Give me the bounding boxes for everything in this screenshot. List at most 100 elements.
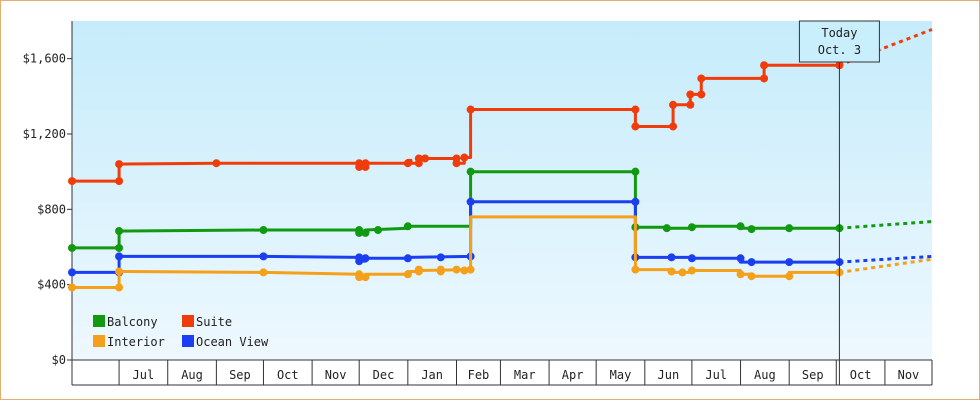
today-box	[798, 20, 880, 63]
data-point[interactable]	[631, 197, 640, 206]
data-point[interactable]	[466, 265, 475, 274]
x-tick-label: Jul	[705, 368, 727, 382]
data-point[interactable]	[259, 268, 268, 277]
data-point[interactable]	[466, 167, 475, 176]
data-point[interactable]	[68, 177, 76, 186]
data-point[interactable]	[414, 265, 423, 274]
x-tick-label: Jan	[421, 368, 443, 382]
x-tick-label: Feb	[468, 368, 490, 382]
y-tick-label: $0	[52, 353, 66, 367]
data-point[interactable]	[115, 177, 124, 186]
data-point[interactable]	[747, 225, 756, 234]
data-point[interactable]	[361, 254, 370, 263]
data-point[interactable]	[355, 162, 364, 171]
series-interior	[68, 215, 933, 292]
data-point[interactable]	[115, 243, 124, 252]
data-point[interactable]	[403, 159, 412, 168]
data-point[interactable]	[414, 154, 423, 163]
x-tick-label: Dec	[373, 368, 395, 382]
data-point[interactable]	[452, 159, 461, 168]
data-point[interactable]	[687, 254, 696, 263]
data-point[interactable]	[678, 268, 687, 277]
data-point[interactable]	[667, 253, 676, 262]
data-point[interactable]	[669, 100, 678, 109]
data-point[interactable]	[403, 254, 412, 263]
data-point[interactable]	[747, 258, 756, 267]
data-point[interactable]	[259, 252, 268, 261]
x-tick-label: Mar	[514, 368, 536, 382]
data-point[interactable]	[686, 100, 695, 109]
data-point[interactable]	[760, 74, 769, 83]
data-point[interactable]	[355, 228, 364, 237]
legend-item: Ocean View	[182, 335, 269, 349]
data-point[interactable]	[68, 268, 76, 277]
series-ocean-view	[68, 197, 933, 277]
data-point[interactable]	[466, 197, 475, 206]
data-point[interactable]	[374, 226, 383, 235]
data-point[interactable]	[631, 105, 640, 114]
y-tick-label: $1,600	[23, 52, 66, 66]
data-point[interactable]	[355, 257, 364, 266]
data-point[interactable]	[115, 226, 124, 235]
data-point[interactable]	[687, 223, 696, 232]
data-point[interactable]	[436, 265, 445, 274]
data-point[interactable]	[697, 90, 706, 99]
data-point[interactable]	[361, 273, 370, 282]
legend-item: Balcony	[93, 315, 158, 329]
data-point[interactable]	[361, 159, 370, 168]
y-tick-label: $800	[37, 202, 66, 216]
data-point[interactable]	[631, 167, 640, 176]
x-tick-label: Aug	[181, 368, 203, 382]
data-point[interactable]	[669, 122, 678, 131]
x-tick-label: Oct	[850, 368, 872, 382]
legend-swatch	[182, 335, 194, 347]
x-tick-label: Aug	[754, 368, 776, 382]
data-point[interactable]	[631, 265, 640, 274]
legend-label: Interior	[107, 335, 165, 349]
data-point[interactable]	[68, 283, 76, 292]
data-point[interactable]	[785, 272, 794, 281]
data-point[interactable]	[403, 222, 412, 231]
data-point[interactable]	[68, 243, 76, 252]
data-point[interactable]	[115, 267, 124, 276]
data-point[interactable]	[115, 283, 124, 292]
data-point[interactable]	[355, 273, 364, 282]
data-point[interactable]	[115, 160, 124, 169]
data-point[interactable]	[736, 222, 745, 231]
data-point[interactable]	[736, 270, 745, 279]
data-point[interactable]	[687, 266, 696, 275]
data-point[interactable]	[662, 224, 671, 233]
legend-swatch	[93, 335, 105, 347]
data-point[interactable]	[747, 272, 756, 281]
data-point[interactable]	[736, 254, 745, 263]
data-point[interactable]	[115, 252, 124, 261]
today-label: Today	[821, 26, 857, 40]
data-point[interactable]	[697, 74, 706, 83]
data-point[interactable]	[460, 266, 469, 275]
data-point[interactable]	[785, 224, 794, 233]
x-tick-label: Jul	[133, 368, 155, 382]
x-tick-label: Apr	[562, 368, 584, 382]
data-point[interactable]	[667, 267, 676, 276]
x-tick-label: Sep	[229, 368, 251, 382]
data-point[interactable]	[436, 253, 445, 262]
data-point[interactable]	[259, 226, 268, 235]
data-point[interactable]	[466, 105, 475, 114]
data-point[interactable]	[785, 258, 794, 267]
data-point[interactable]	[760, 61, 769, 70]
legend-item: Interior	[93, 335, 165, 349]
legend-label: Balcony	[107, 315, 158, 329]
data-point[interactable]	[460, 153, 469, 162]
data-point[interactable]	[452, 265, 461, 274]
data-point[interactable]	[631, 122, 640, 131]
series-suite	[68, 28, 933, 186]
data-point[interactable]	[361, 228, 370, 237]
data-point[interactable]	[403, 270, 412, 279]
data-point[interactable]	[212, 159, 221, 168]
data-point[interactable]	[686, 90, 695, 99]
legend-label: Ocean View	[196, 335, 269, 349]
data-point[interactable]	[421, 154, 430, 163]
y-tick-label: $400	[37, 278, 66, 292]
legend-swatch	[182, 315, 194, 327]
